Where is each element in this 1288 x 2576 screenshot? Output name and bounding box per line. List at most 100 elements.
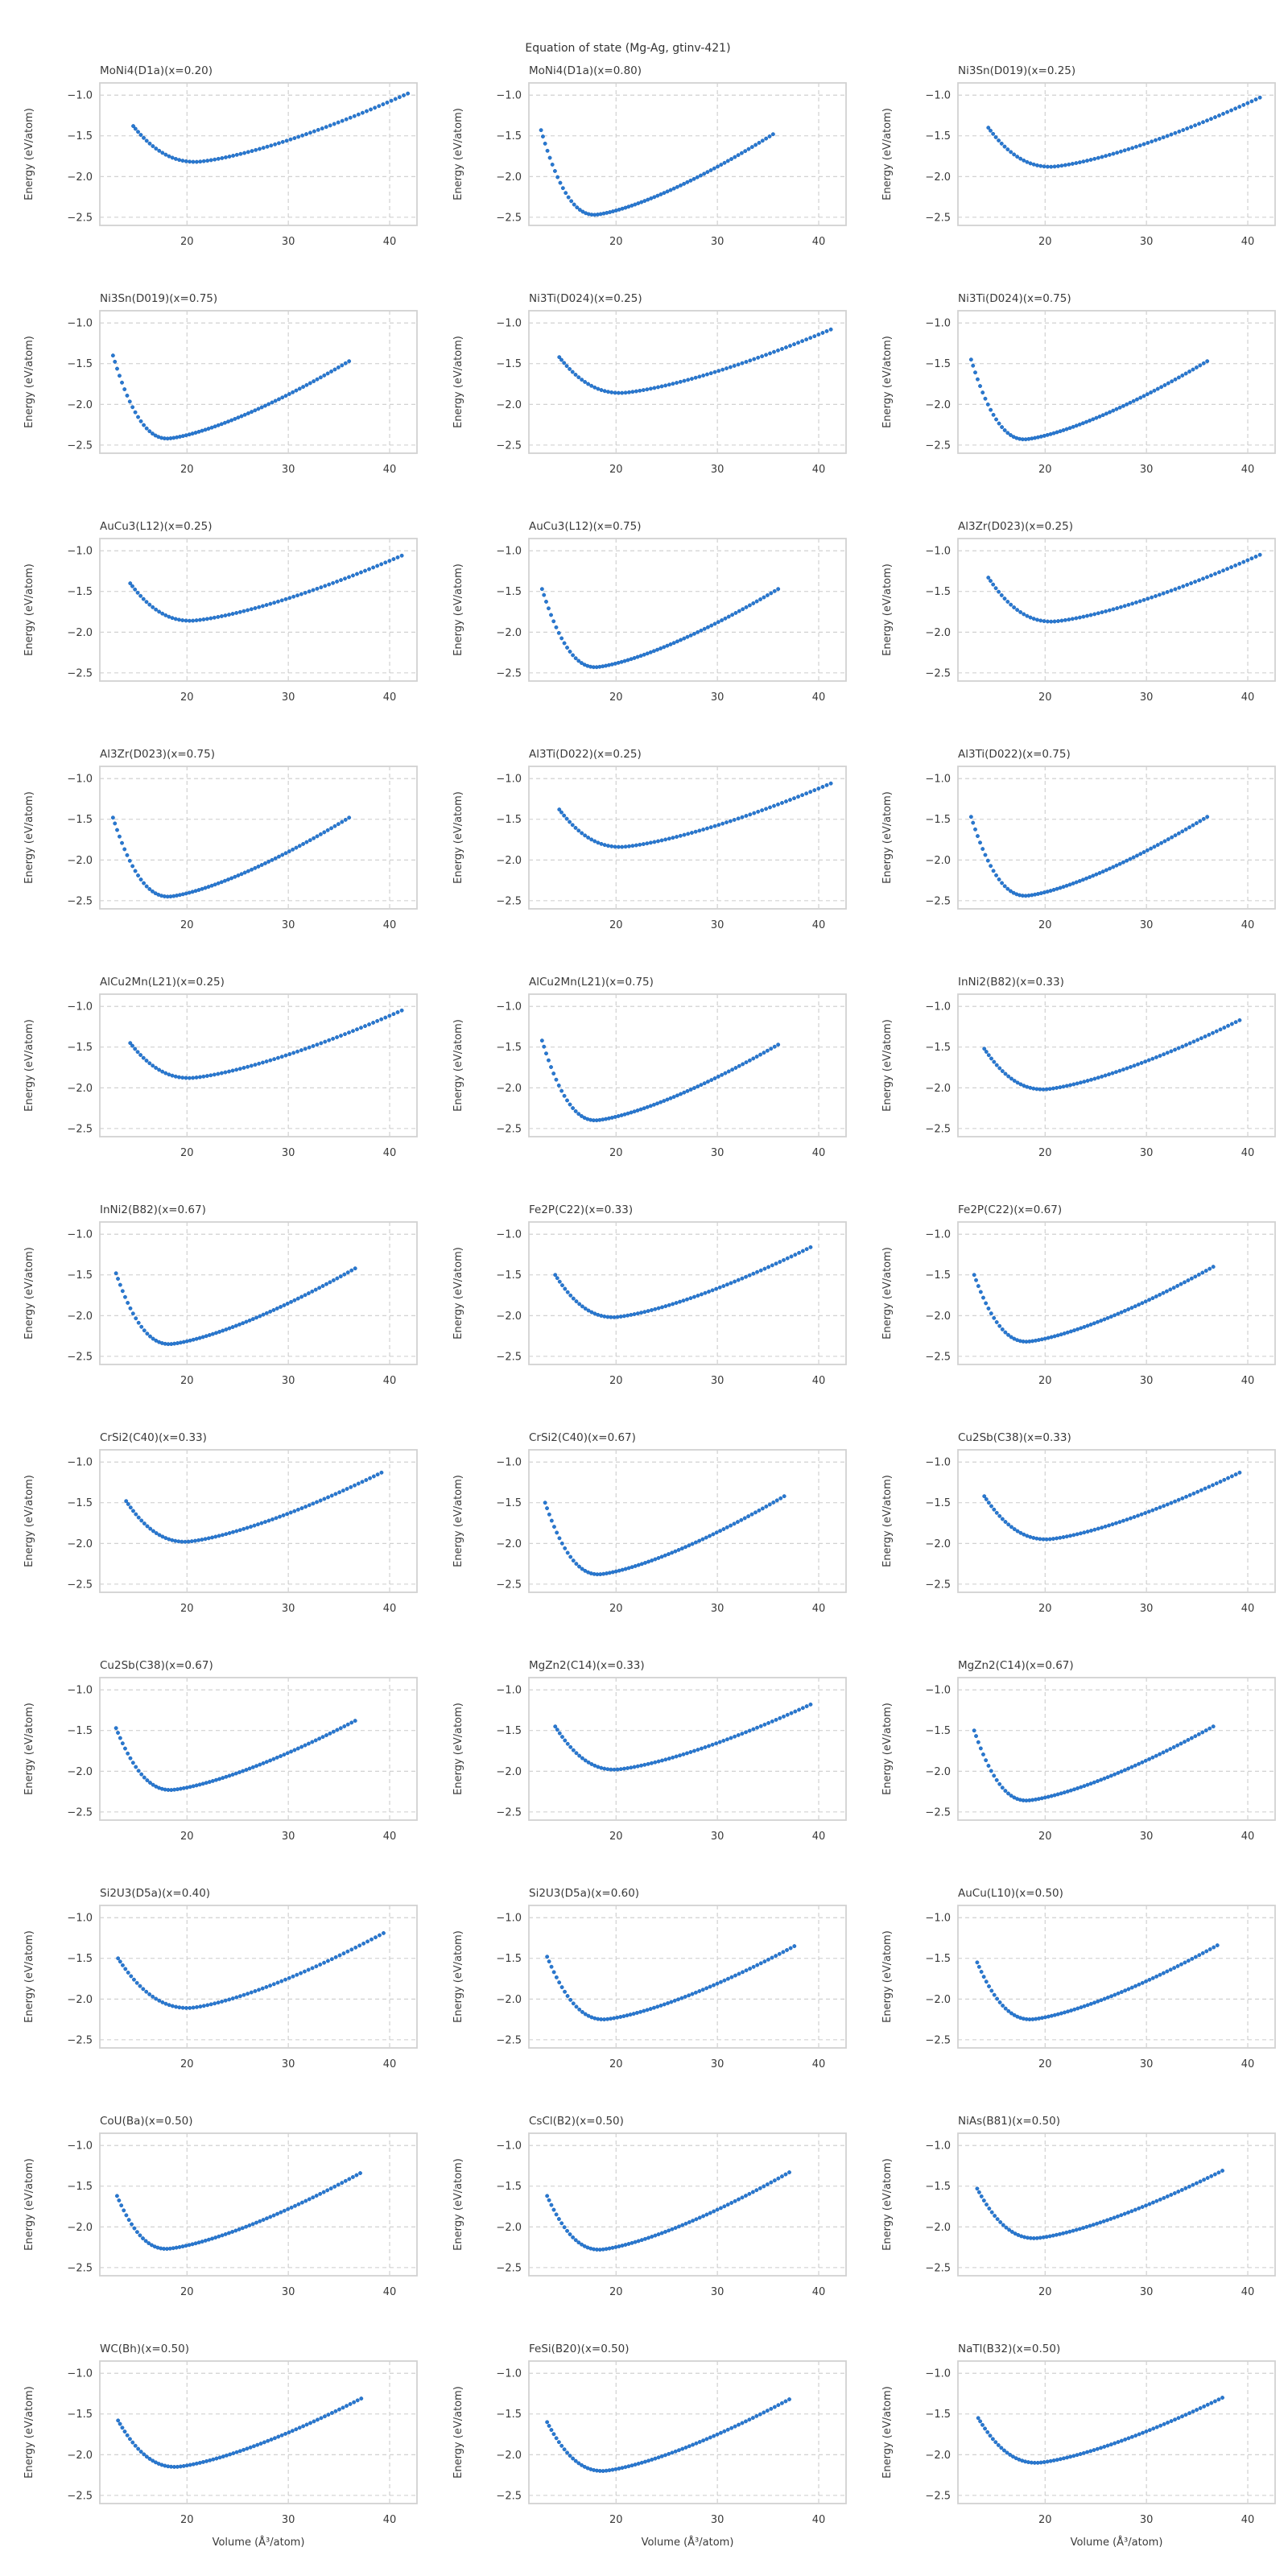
data-point [266, 402, 271, 407]
subplot-cell-9: Al3Zr(D023)(x=0.75) −1.0 −1.5 −2.0 −2.5 20 30 4… [0, 716, 429, 943]
data-point [1042, 1795, 1047, 1800]
data-point [1176, 2190, 1181, 2194]
data-point [315, 1042, 320, 1047]
data-point [1208, 1947, 1212, 1951]
data-point [319, 1041, 324, 1046]
data-point [294, 388, 299, 393]
data-point [984, 1758, 989, 1763]
data-point [1130, 601, 1135, 606]
data-point [742, 1516, 747, 1521]
data-point [1104, 609, 1108, 613]
data-point [237, 1770, 242, 1775]
data-point [639, 1763, 643, 1768]
data-point [714, 1286, 719, 1291]
y-tick-label: −2.5 [67, 2034, 93, 2046]
data-point [751, 1056, 756, 1061]
data-point [978, 840, 982, 845]
y-tick-label: −2.5 [496, 1806, 522, 1818]
data-point [792, 1944, 797, 1949]
data-point [341, 1951, 346, 1956]
data-point [681, 1752, 686, 1757]
data-point [204, 1781, 208, 1785]
y-axis-label: Energy (eV/atom) [23, 108, 35, 200]
data-point [547, 2198, 551, 2202]
data-point [1213, 115, 1217, 120]
data-point [177, 617, 181, 622]
data-point [631, 2012, 636, 2017]
data-point [143, 2239, 148, 2244]
data-point [543, 1501, 547, 1505]
data-point [1059, 1332, 1063, 1337]
data-point [712, 824, 717, 828]
data-point [550, 163, 555, 167]
data-point [701, 2214, 706, 2219]
data-point [1025, 1084, 1030, 1089]
y-tick-label: −1.0 [496, 90, 522, 102]
data-point [269, 143, 274, 148]
data-point [261, 146, 266, 151]
y-tick-label: −1.5 [925, 586, 951, 598]
data-point [992, 1507, 997, 1512]
data-point [1253, 97, 1258, 101]
data-point [992, 1992, 997, 1997]
data-point [997, 1781, 1002, 1786]
data-point [307, 1503, 312, 1508]
y-tick-label: −2.5 [925, 1123, 951, 1135]
data-point [1135, 853, 1139, 858]
x-tick-label: 30 [1140, 2058, 1154, 2070]
x-tick-label: 20 [1038, 2286, 1052, 2298]
data-point [1049, 619, 1054, 624]
data-point [562, 2447, 567, 2452]
data-point [406, 91, 411, 96]
data-point [171, 2246, 175, 2251]
data-point [1122, 1768, 1127, 1773]
data-point [592, 385, 597, 390]
data-point [712, 1076, 717, 1080]
y-tick-label: −1.5 [925, 1953, 951, 1965]
data-point [217, 1534, 221, 1538]
data-point [322, 830, 327, 835]
data-point [787, 2397, 791, 2401]
data-point [559, 1088, 564, 1093]
data-point [246, 1064, 250, 1069]
data-point [283, 1053, 288, 1058]
data-point [560, 1283, 564, 1288]
data-point [1068, 1534, 1072, 1538]
data-point [279, 1979, 284, 1984]
axes-box [528, 1449, 847, 1593]
data-point [1028, 1534, 1033, 1539]
data-point [675, 835, 679, 839]
data-point [359, 1026, 363, 1030]
data-point [271, 2213, 276, 2218]
data-point [204, 2458, 209, 2463]
data-point [363, 1024, 367, 1029]
data-point [175, 1341, 180, 1345]
data-point [628, 2013, 633, 2017]
data-point [1237, 1018, 1242, 1022]
data-point [1180, 829, 1185, 834]
data-point [697, 1538, 702, 1543]
data-point [297, 2425, 302, 2430]
data-point [349, 1947, 354, 1952]
data-point [204, 1074, 209, 1079]
data-point [297, 386, 302, 391]
data-point [1169, 2419, 1174, 2424]
data-point [656, 1759, 661, 1764]
y-axis-label: Energy (eV/atom) [23, 564, 35, 656]
data-point [724, 1525, 729, 1530]
data-point [975, 2186, 980, 2191]
data-point [770, 132, 775, 137]
data-point [574, 2004, 579, 2009]
y-axis-label: Energy (eV/atom) [881, 1475, 894, 1567]
data-point [1039, 1337, 1044, 1342]
data-point [1096, 1319, 1100, 1324]
data-point [250, 2222, 255, 2227]
data-point [151, 1063, 155, 1068]
x-tick-label: 20 [1038, 919, 1052, 931]
data-point [1091, 873, 1096, 878]
data-point [760, 808, 765, 813]
data-point [602, 389, 607, 394]
data-point [788, 344, 792, 349]
y-tick-label: −1.5 [925, 2409, 951, 2421]
y-tick-label: −1.0 [925, 2368, 951, 2380]
